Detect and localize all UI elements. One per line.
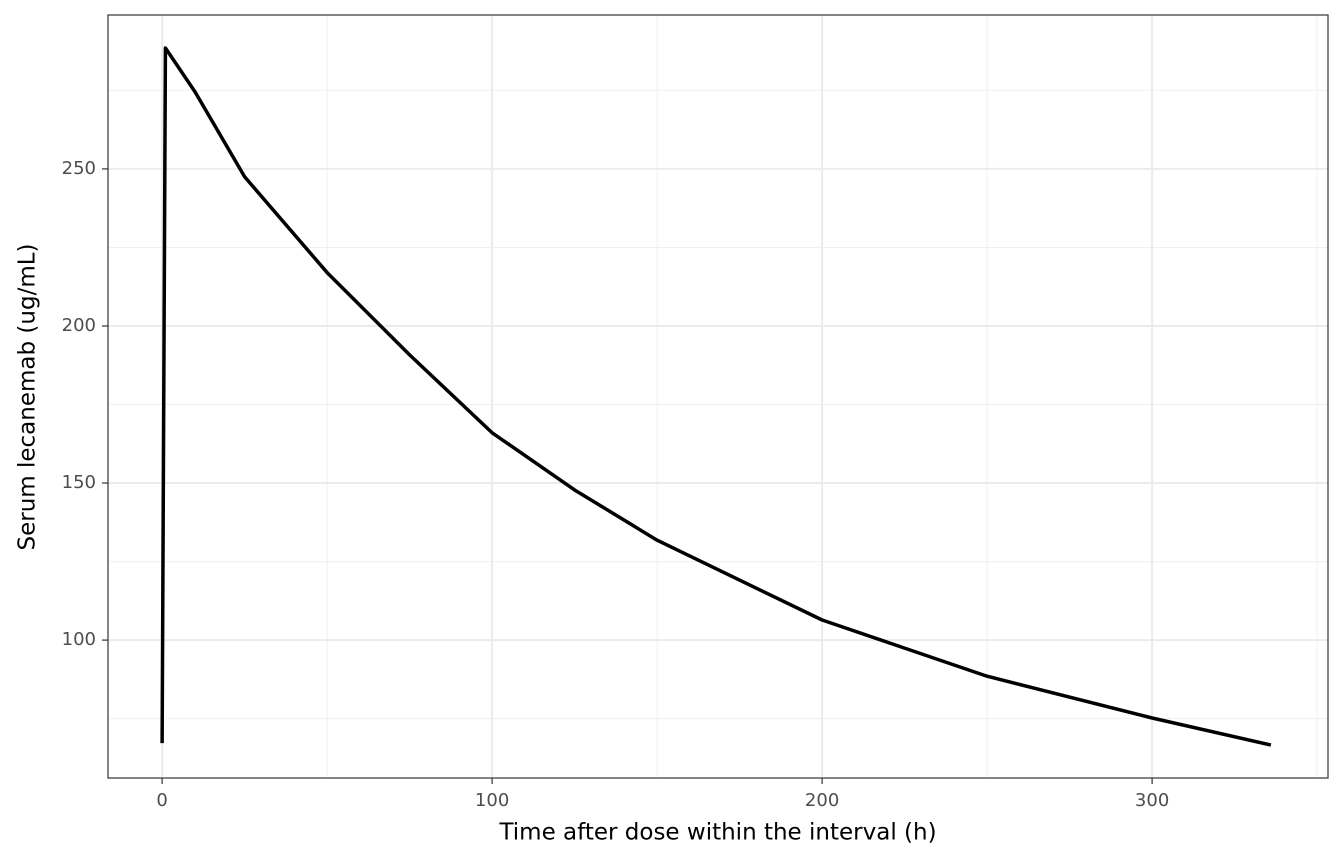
- plot-area: [108, 15, 1328, 778]
- x-tick-label: 0: [156, 790, 167, 811]
- y-tick-label: 200: [62, 315, 96, 336]
- data-line: [160, 46, 1272, 747]
- y-tick-label: 100: [62, 629, 96, 650]
- x-tick-label: 200: [805, 790, 839, 811]
- y-tick-label: 150: [62, 472, 96, 493]
- y-tick-label: 250: [62, 158, 96, 179]
- x-axis-title: Time after dose within the interval (h): [498, 820, 936, 846]
- x-tick-label: 100: [475, 790, 509, 811]
- panel-border: [107, 14, 1329, 779]
- y-axis-title: Serum lecanemab (ug/mL): [15, 243, 41, 550]
- x-tick-label: 300: [1135, 790, 1169, 811]
